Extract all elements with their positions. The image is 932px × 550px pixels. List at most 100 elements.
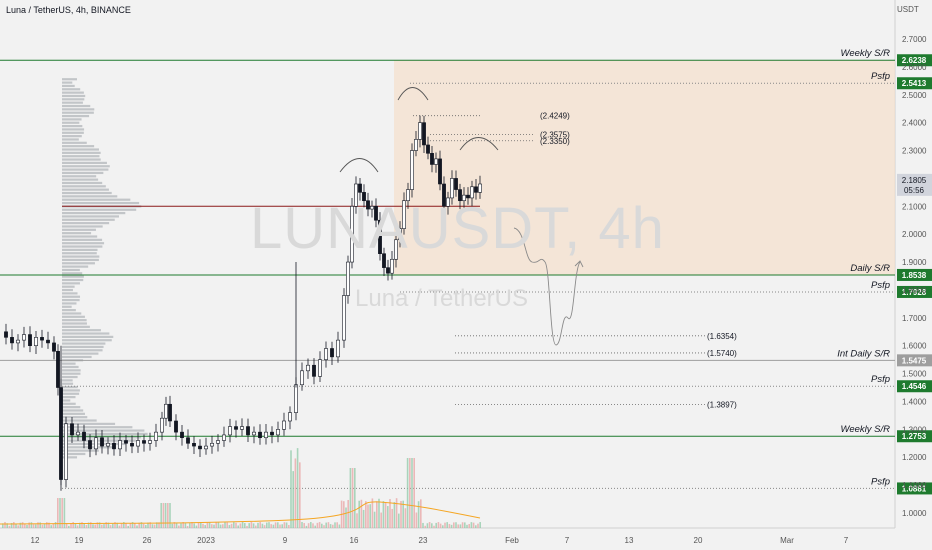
volume-profile-bar (62, 305, 72, 308)
volume-profile-bar (62, 369, 81, 372)
volume-profile-bar (62, 355, 92, 359)
volume-bar (94, 524, 96, 528)
volume-bar (8, 525, 11, 528)
y-tick-label: 1.9000 (902, 258, 927, 267)
volume-bar (158, 522, 160, 528)
volume-bar (54, 522, 57, 528)
candle-body (358, 183, 362, 193)
volume-profile-bar (62, 349, 103, 352)
volume-bar (301, 522, 303, 528)
volume-profile-bar (62, 195, 118, 198)
volume-bar (345, 507, 347, 528)
volume-profile-bar (62, 98, 85, 101)
candle-body (22, 334, 26, 341)
y-tick-label: 2.6000 (902, 63, 927, 72)
level-label: Psfp (871, 476, 890, 487)
volume-bar (290, 450, 292, 528)
volume-bar (13, 522, 15, 528)
candle-body (216, 440, 220, 444)
volume-profile-bar (62, 178, 99, 181)
volume-profile-bar (62, 124, 83, 128)
volume-profile-bar (62, 151, 101, 154)
candle-body (288, 412, 292, 422)
volume-bar (244, 523, 246, 528)
volume-profile-bar (62, 84, 75, 88)
y-tick-label: 1.4000 (902, 397, 927, 406)
volume-profile-bar (62, 288, 73, 292)
volume-bar (103, 524, 105, 528)
volume-profile-bar (62, 141, 87, 144)
volume-bar (250, 522, 253, 528)
candle-body (478, 183, 482, 193)
volume-bar (195, 525, 198, 528)
candle-body (10, 337, 14, 344)
candle-body (56, 350, 60, 388)
level-label: Weekly S/R (841, 424, 891, 435)
volume-bar (15, 523, 17, 528)
y-tick-label: 2.7000 (902, 35, 927, 44)
volume-bar (226, 522, 228, 528)
volume-profile-bar (62, 312, 82, 315)
volume-profile-bar (62, 329, 101, 332)
volume-bar (186, 525, 189, 528)
volume-profile-bar (62, 406, 81, 409)
candle-body (168, 403, 172, 422)
volume-profile-bar (62, 155, 100, 158)
candle-body (228, 426, 232, 436)
volume-bar (351, 468, 354, 528)
volume-bar (424, 525, 426, 528)
candle-body (240, 426, 244, 430)
volume-bar (19, 522, 22, 528)
volume-profile-bar (62, 104, 91, 108)
candle-body (294, 384, 298, 413)
volume-profile-bar (62, 114, 90, 118)
candle-body (336, 339, 340, 358)
volume-profile-bar (62, 211, 126, 215)
volume-bar (116, 522, 118, 528)
volume-bar (70, 523, 72, 528)
volume-bar (318, 522, 321, 528)
volume-bar (145, 525, 147, 528)
volume-bar (466, 524, 468, 528)
x-tick-label: 2023 (197, 536, 215, 545)
volume-profile-bar (62, 198, 131, 201)
candle-body (94, 437, 98, 450)
volume-bar (327, 522, 330, 528)
annotation-label: (2.3575) (540, 130, 570, 139)
volume-profile-bar (62, 385, 78, 389)
volume-bar (259, 522, 261, 528)
volume-profile-bar (62, 218, 115, 221)
candle-body (234, 426, 238, 430)
volume-bar (189, 523, 191, 528)
volume-bar (468, 524, 470, 528)
volume-bar (270, 524, 272, 528)
candle-body (394, 239, 398, 260)
volume-bar (79, 522, 81, 528)
candle-body (34, 337, 38, 347)
volume-bar (138, 522, 140, 528)
volume-bar (63, 498, 66, 528)
candle-body (264, 431, 268, 439)
candle-body (438, 158, 442, 185)
y-tick-label: 2.4000 (902, 119, 927, 128)
volume-profile-bar (62, 138, 79, 141)
candle-body (378, 219, 382, 254)
volume-bar (358, 500, 360, 528)
volume-profile-bar (62, 436, 142, 439)
volume-bar (477, 523, 479, 528)
volume-bar (367, 504, 369, 528)
volume-bar (2, 523, 4, 528)
level-price-tag (897, 77, 932, 90)
candle-body (46, 339, 50, 344)
level-price-text: 1.5475 (902, 356, 927, 365)
candle-body (180, 431, 184, 439)
volume-bar (85, 524, 88, 528)
volume-bar (274, 522, 277, 528)
candle-body (382, 253, 386, 268)
current-price-tag (897, 173, 932, 196)
volume-bar (382, 501, 385, 528)
volume-bar (277, 522, 279, 528)
volume-bar (332, 524, 334, 528)
volume-profile-bar (62, 278, 84, 282)
